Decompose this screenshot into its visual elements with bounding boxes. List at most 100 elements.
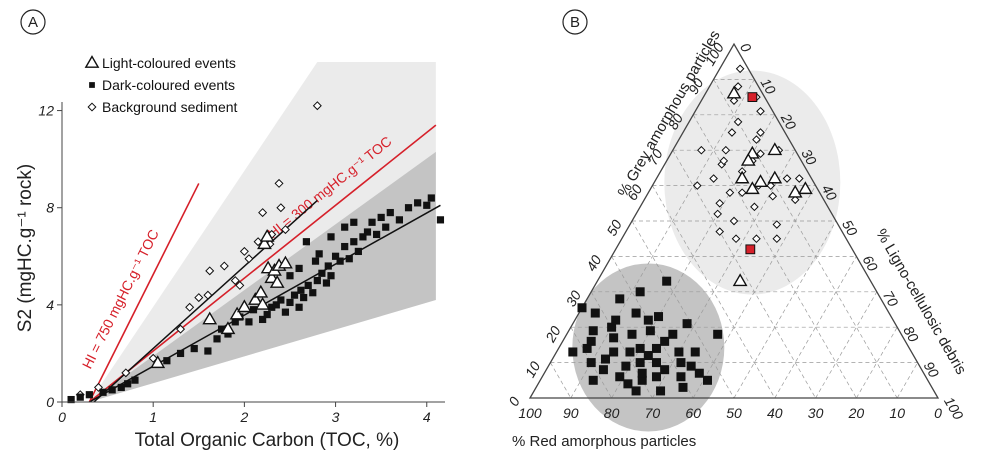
point-square (324, 262, 332, 270)
point-square (627, 329, 637, 339)
point-square (631, 308, 641, 318)
point-triangle (257, 236, 272, 250)
point-square (268, 303, 276, 311)
right-tick-label: 50 (839, 217, 861, 239)
point-square (131, 376, 139, 384)
point-square (635, 287, 645, 297)
point-triangle (726, 85, 742, 99)
point-triangle (740, 152, 756, 166)
point-square (674, 347, 684, 357)
point-square (713, 329, 723, 339)
point-square (590, 308, 600, 318)
legend-marker-triangle (84, 55, 100, 68)
x-tick-label: 3 (332, 409, 340, 425)
legend: Light-coloured events Dark-coloured event… (84, 55, 238, 115)
envelope-dark (89, 151, 436, 402)
legend-label: Dark-coloured events (102, 77, 235, 93)
point-diamond (752, 135, 761, 144)
legend-label: Background sediment (102, 99, 238, 115)
legend-marker-square (89, 82, 95, 88)
x-tick-label: 4 (423, 409, 431, 425)
point-triangle (767, 142, 783, 156)
point-square (621, 361, 631, 371)
x-tick-label: 2 (239, 409, 248, 425)
right-tick-label: 60 (859, 252, 881, 274)
point-square (662, 276, 672, 286)
bottom-tick-label: 90 (563, 405, 579, 421)
point-square (404, 204, 413, 212)
point-triangle (798, 181, 813, 195)
point-square (598, 365, 608, 375)
left-tick-label: 70 (644, 146, 666, 168)
point-triangle (744, 181, 760, 195)
point-square (373, 230, 381, 239)
point-square (382, 223, 390, 231)
point-square (615, 372, 625, 382)
point-square (318, 269, 326, 277)
point-diamond (194, 293, 204, 303)
point-square (213, 335, 221, 343)
point-square (600, 354, 610, 364)
point-square (311, 257, 320, 265)
point-diamond (733, 82, 743, 91)
ternary-frame (528, 42, 940, 399)
point-square (586, 358, 596, 368)
point-square (668, 329, 678, 339)
ternary-points (568, 64, 813, 396)
point-square (295, 264, 303, 273)
grid-line-ligno (611, 114, 776, 399)
point-square (286, 272, 294, 280)
point-square (637, 375, 647, 385)
point-square (686, 361, 696, 371)
point-square (423, 201, 431, 209)
right-tick-label: 80 (900, 323, 922, 345)
right-tick-label: 40 (819, 182, 841, 204)
point-square (625, 347, 635, 357)
point-square (654, 312, 664, 322)
point-square (190, 344, 198, 353)
point-triangle (247, 292, 263, 305)
bottom-tick-label: 10 (889, 405, 905, 421)
point-diamond (709, 174, 718, 183)
point-triangle (734, 170, 750, 184)
point-square (637, 368, 647, 378)
point-square (327, 233, 335, 241)
point-square (336, 257, 344, 265)
right-tick-label: 10 (757, 75, 779, 97)
point-square (124, 380, 132, 388)
point-square (263, 310, 271, 319)
point-square (607, 322, 617, 332)
point-square (682, 319, 692, 329)
point-square (651, 358, 661, 368)
point-square (76, 393, 84, 401)
point-diamond (280, 225, 290, 235)
point-square (304, 281, 312, 290)
point-square (635, 343, 645, 353)
point-square (609, 347, 619, 357)
point-triangle (255, 296, 271, 310)
left-tick-label: 60 (624, 181, 646, 203)
point-triangle (732, 273, 748, 287)
point-diamond (721, 145, 731, 155)
point-square (99, 388, 107, 396)
ternary-triangle (528, 42, 940, 399)
right-tick-label: 100 (941, 394, 967, 422)
regression-line-0 (93, 199, 318, 403)
point-square (350, 218, 358, 226)
point-square (702, 375, 712, 385)
point-square (313, 276, 321, 285)
bottom-tick-label: 0 (934, 405, 942, 421)
point-diamond (93, 382, 103, 392)
point-diamond (148, 353, 158, 363)
point-square (676, 358, 686, 368)
point-diamond (752, 234, 761, 244)
point-triangle (269, 275, 285, 288)
point-square (363, 228, 372, 236)
point-square (286, 298, 294, 307)
point-square (295, 303, 303, 311)
point-square (368, 218, 376, 226)
point-square (297, 286, 305, 294)
